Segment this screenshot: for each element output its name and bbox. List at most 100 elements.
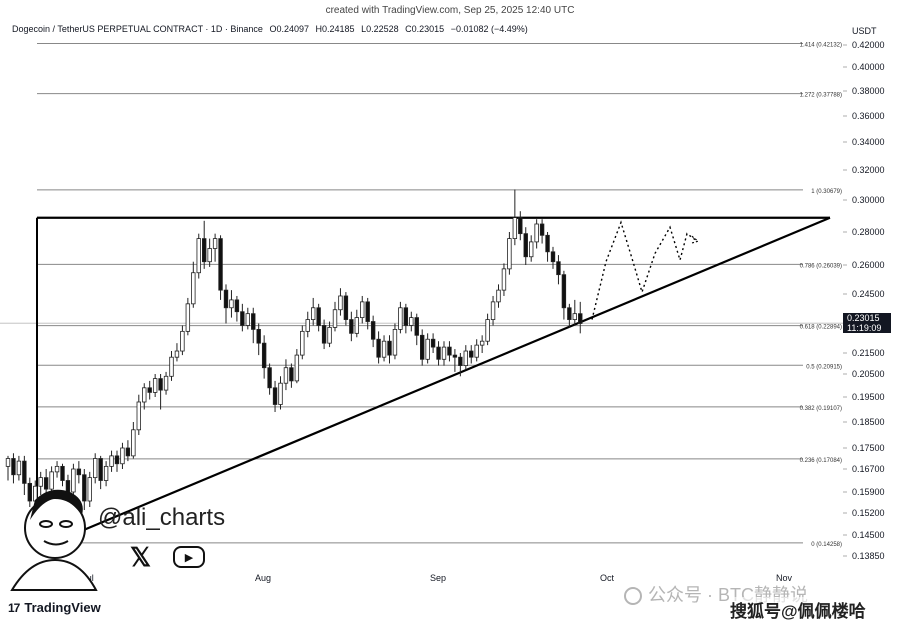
y-tick-label: 0.14500: [852, 530, 885, 540]
last-price-label: 0.23015 11:19:09: [843, 313, 891, 334]
candle: [82, 469, 87, 510]
candle: [490, 295, 496, 326]
candle: [474, 339, 479, 362]
fib-label: 1.414 (0.42132): [800, 43, 842, 49]
candle: [196, 233, 201, 279]
y-tick-label: 0.19500: [852, 392, 885, 402]
candle: [321, 319, 327, 350]
candle: [550, 246, 556, 269]
candle: [430, 333, 436, 353]
fib-label: 1.272 (0.37788): [800, 93, 842, 99]
candle: [256, 323, 261, 356]
bar-countdown: 11:19:09: [847, 323, 882, 334]
candle: [567, 303, 572, 328]
candle: [16, 455, 22, 481]
candle: [136, 394, 141, 435]
candle: [381, 335, 387, 362]
candle: [360, 295, 365, 324]
fib-label: 0.236 (0.17084): [800, 458, 842, 464]
candle: [349, 311, 354, 342]
watermark-handle: @ali_charts: [98, 504, 226, 531]
candle: [49, 466, 54, 495]
y-tick-label: 0.21500: [852, 348, 885, 358]
price-axis[interactable]: USDT 0.42000 0.40000 0.38000 0.36000 0.34000 0…: [843, 26, 885, 561]
tradingview-mark-icon: 17: [8, 600, 20, 615]
candle: [392, 323, 398, 360]
axis-currency: USDT: [852, 26, 877, 36]
symbol-title: Dogecoin / TetherUS PERPETUAL CONTRACT ·…: [12, 24, 263, 34]
candle: [441, 341, 447, 366]
y-tick-label: 0.15900: [852, 487, 885, 497]
candle: [229, 290, 234, 318]
candle: [267, 363, 272, 395]
support-line: [36, 216, 831, 551]
candle: [93, 453, 98, 484]
candle: [501, 263, 507, 296]
candle: [310, 297, 316, 326]
tradingview-wordmark: TradingView: [24, 600, 101, 615]
candle: [218, 235, 223, 300]
candle: [529, 235, 534, 262]
candle: [98, 455, 103, 490]
fib-levels: 1.414 (0.42132) 1.272 (0.37788) 1 (0.30679…: [0, 43, 845, 548]
candle: [22, 455, 27, 495]
candle: [158, 374, 163, 410]
wechat-icon: [624, 587, 642, 606]
candle: [114, 450, 120, 472]
sohu-watermark: 搜狐号@佩佩楼哈: [730, 597, 866, 622]
y-tick-label: 0.17500: [852, 443, 885, 453]
candle: [332, 301, 338, 332]
x-tick-label: Nov: [776, 573, 793, 583]
candle: [305, 311, 310, 338]
candle: [142, 383, 147, 410]
candle: [545, 232, 550, 262]
y-tick-label: 0.26000: [852, 260, 885, 270]
fib-label: 0.618 (0.22894): [800, 325, 842, 331]
candle: [452, 349, 458, 372]
candle: [338, 288, 343, 316]
fib-label: 1 (0.30679): [811, 189, 842, 195]
candle: [365, 297, 370, 330]
candle: [447, 341, 452, 362]
candle: [294, 349, 300, 384]
candle: [300, 325, 305, 360]
y-tick-label: 0.36000: [852, 111, 885, 121]
x-tick-label: Oct: [600, 573, 615, 583]
candle: [316, 303, 321, 332]
y-tick-label: 0.34000: [852, 137, 885, 147]
candle: [191, 261, 196, 308]
avatar: [10, 489, 98, 591]
created-note: created with TradingView.com, Sep 25, 20…: [325, 5, 575, 16]
candle: [283, 359, 289, 391]
candle: [201, 220, 207, 269]
candle: [409, 311, 414, 332]
y-tick-label: 0.18500: [852, 417, 885, 427]
projection-path: [591, 220, 700, 320]
y-tick-label: 0.15200: [852, 508, 885, 518]
tradingview-logo[interactable]: 17 TradingView: [8, 600, 101, 615]
candle: [71, 463, 76, 495]
candle: [485, 313, 490, 346]
candle: [343, 292, 349, 326]
candle: [245, 307, 250, 330]
candle: [469, 345, 474, 364]
projection-arrow: [690, 235, 700, 244]
candle: [518, 211, 523, 241]
y-tick-label: 0.40000: [852, 62, 885, 72]
candle: [251, 307, 256, 344]
candle: [76, 461, 82, 484]
candle: [376, 331, 381, 364]
youtube-icon[interactable]: ▶: [172, 546, 205, 568]
y-tick-label: 0.13850: [852, 551, 885, 561]
candle: [38, 471, 43, 495]
candle: [327, 321, 332, 348]
candle: [207, 238, 212, 267]
candle: [272, 380, 278, 412]
x-icon[interactable]: 𝕏: [130, 542, 151, 572]
candle: [147, 380, 152, 400]
candle: [125, 440, 131, 462]
candle: [534, 219, 539, 249]
candle: [458, 353, 463, 377]
candle: [11, 453, 16, 484]
